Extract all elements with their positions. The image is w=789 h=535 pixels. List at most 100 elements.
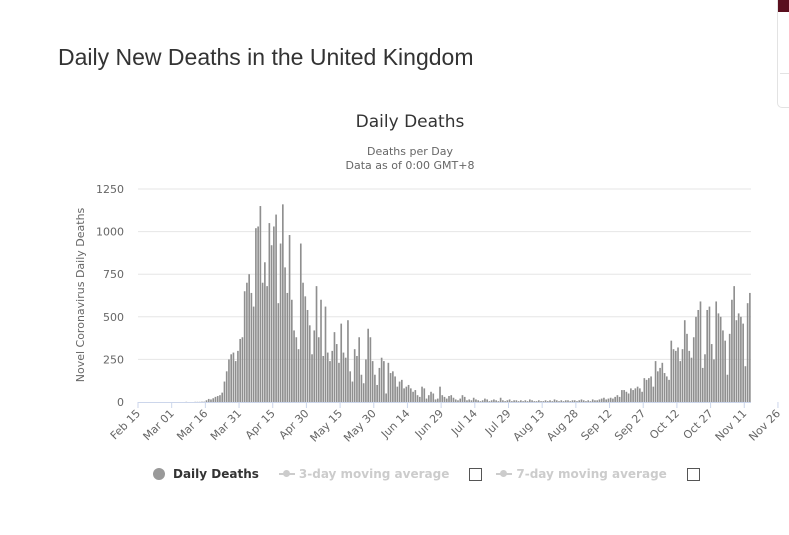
bar[interactable] [529,399,531,402]
bar[interactable] [737,313,740,402]
bar[interactable] [205,400,208,402]
bar[interactable] [645,379,648,402]
bar[interactable] [443,396,446,402]
bar[interactable] [344,357,347,402]
bar[interactable] [670,340,673,402]
bar[interactable] [625,391,628,402]
bar[interactable] [214,396,217,402]
bar[interactable] [266,286,268,402]
bar[interactable] [264,262,266,402]
bar[interactable] [255,228,257,402]
bar[interactable] [672,349,675,402]
bar[interactable] [697,309,700,402]
bar[interactable] [603,397,605,402]
legend-item-7day-average[interactable]: 7-day moving average [496,467,667,481]
bar[interactable] [571,400,574,402]
toggle-3day-checkbox[interactable] [469,467,483,481]
bar[interactable] [508,399,511,402]
bar[interactable] [349,371,352,402]
bar[interactable] [715,301,718,402]
bar[interactable] [596,400,599,402]
bar[interactable] [418,396,421,402]
bar[interactable] [713,359,715,402]
bar[interactable] [268,223,271,402]
bar[interactable] [639,388,641,402]
bar[interactable] [526,401,529,402]
bar[interactable] [259,206,262,402]
bar[interactable] [369,337,372,402]
bar[interactable] [223,381,226,402]
bar[interactable] [746,303,749,402]
bar[interactable] [724,340,726,402]
bar[interactable] [549,400,551,402]
bar[interactable] [504,401,506,402]
bar[interactable] [650,376,652,402]
bar[interactable] [564,400,567,402]
bar[interactable] [708,306,711,402]
bar[interactable] [484,398,486,402]
bar[interactable] [335,344,338,402]
bar[interactable] [250,292,253,402]
bar[interactable] [578,400,581,402]
bar[interactable] [389,373,392,402]
bar[interactable] [643,378,646,402]
bar[interactable] [632,390,634,402]
bar[interactable] [598,399,601,402]
bar[interactable] [506,400,509,402]
legend-item-daily-deaths[interactable]: Daily Deaths [153,467,259,481]
bar[interactable] [502,400,504,402]
bar[interactable] [533,401,536,402]
bar[interactable] [585,401,587,402]
bar[interactable] [452,397,455,402]
bar[interactable] [553,399,556,402]
bar[interactable] [210,399,212,402]
bar[interactable] [320,299,322,402]
bar[interactable] [326,352,329,402]
bar[interactable] [511,401,513,402]
bar[interactable] [522,401,524,402]
bar[interactable] [212,398,215,402]
bar[interactable] [466,400,468,402]
bar[interactable] [555,400,558,402]
bar[interactable] [340,323,343,402]
bar[interactable] [232,352,235,402]
bar[interactable] [376,384,378,402]
bar[interactable] [441,395,444,402]
bar[interactable] [481,400,484,402]
bar[interactable] [515,400,518,402]
bar[interactable] [546,401,549,402]
legend-item-3day-average[interactable]: 3-day moving average [278,467,449,481]
bar[interactable] [378,367,381,402]
bar[interactable] [358,337,360,402]
bar[interactable] [430,391,432,402]
bar[interactable] [542,401,545,402]
bar[interactable] [699,301,702,402]
bar[interactable] [493,399,495,402]
bar[interactable] [297,349,300,402]
bar[interactable] [661,362,664,402]
bar[interactable] [742,323,744,402]
bar[interactable] [407,384,410,402]
bar[interactable] [353,349,356,402]
bar[interactable] [315,286,318,402]
bar[interactable] [749,292,751,402]
bar[interactable] [544,400,547,402]
toggle-7day-checkbox[interactable] [686,467,700,481]
bar[interactable] [371,361,374,402]
bar[interactable] [313,330,316,402]
bar[interactable] [665,376,668,402]
bar[interactable] [475,399,477,402]
bar[interactable] [403,388,405,402]
bar[interactable] [468,399,471,402]
bar[interactable] [342,352,345,402]
bar[interactable] [284,267,286,402]
bar[interactable] [589,401,592,402]
bar[interactable] [605,399,607,402]
bar[interactable] [459,398,462,402]
bar[interactable] [488,401,491,402]
bar[interactable] [513,400,515,402]
bar[interactable] [537,400,540,402]
bar[interactable] [587,400,590,402]
bar[interactable] [228,359,230,402]
bar[interactable] [219,395,221,402]
